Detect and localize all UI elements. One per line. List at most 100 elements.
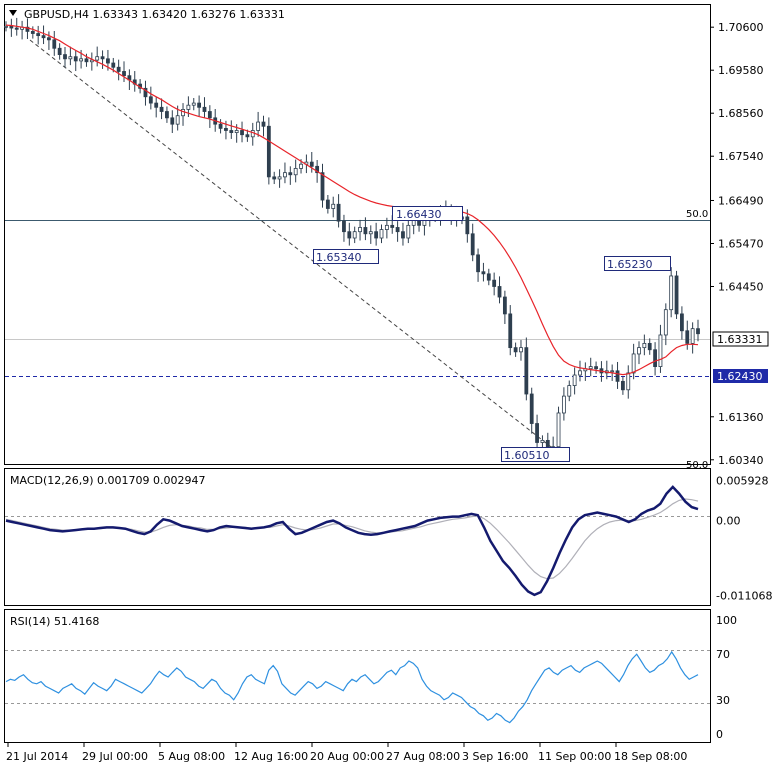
rsi-panel-frame [4,609,711,743]
price-bar [325,194,330,214]
price-bar [637,341,641,365]
price-bar [519,340,523,361]
price-bar [283,162,287,184]
support-price-tag-text: 1.62430 [717,370,763,383]
price-tick-label: 1.68560 [718,107,764,120]
price-bar [658,324,663,373]
price-tick-label: 1.65470 [718,237,764,250]
time-tick-label: 5 Aug 08:00 [158,750,225,763]
macd-main-line [5,485,699,597]
dropdown-triangle-icon[interactable] [9,10,17,16]
price-panel-frame [4,4,711,465]
macd-panel-frame [4,468,711,606]
time-tick-label: 21 Jul 2014 [6,750,68,763]
annotation-3: 1.65230 [604,256,671,271]
price-bar [476,248,480,282]
price-bar [293,159,298,183]
price-bar [358,219,362,241]
price-bar [170,110,175,134]
price-bar [567,380,572,402]
price-bar [690,322,695,354]
time-tick-label: 27 Aug 08:00 [386,750,460,763]
price-bar [374,222,379,246]
price-bar [535,414,539,451]
price-bar [277,169,282,188]
price-bar [384,217,389,239]
svg-text:1.66430: 1.66430 [396,208,442,221]
rsi-line [5,650,699,724]
price-bar [401,222,405,246]
price-bar [631,343,636,380]
price-bar [331,196,336,218]
price-bar [9,18,14,37]
time-tick-label: 3 Sep 16:00 [462,750,528,763]
svg-text:1.65230: 1.65230 [607,258,653,271]
price-bar [197,95,202,117]
svg-text:1.65340: 1.65340 [316,251,362,264]
price-bar [84,53,89,67]
price-tick-label: 1.69580 [718,64,764,77]
price-bar [663,303,668,346]
price-bar [57,43,62,60]
rsi-tick-label: 100 [716,614,737,627]
price-bar [588,357,593,377]
macd-tick-label: 0.00 [716,515,741,528]
price-bar [41,25,46,45]
price-bar [207,105,212,128]
price-tick-label: 1.67540 [718,150,764,163]
macd-header: MACD(12,26,9) 0.001709 0.002947 [10,474,206,487]
price-bar [36,25,41,45]
rsi-tick-label: 0 [716,728,723,741]
macd-tick-label: -0.011068 [716,589,772,602]
price-bar [143,80,148,106]
annotation-4: 1.60510 [501,447,570,462]
price-bar [363,217,368,241]
time-tick-label: 20 Aug 00:00 [310,750,384,763]
price-bar [540,435,545,448]
price-tick-label: 1.60340 [718,454,764,467]
fib-50-label: 50.0 [686,209,708,220]
price-bar [309,151,314,173]
price-bar [615,361,620,389]
time-axis: 21 Jul 2014 29 Jul 00:00 5 Aug 08:00 12 Aug… [6,743,687,763]
price-bar [669,267,674,318]
current-price-tag-text: 1.63331 [717,333,763,346]
price-bar [95,46,100,67]
price-bar [240,121,244,143]
price-bar [342,214,346,242]
price-bar [529,387,534,434]
price-tick-label: 1.66490 [718,194,764,207]
price-bar [578,360,582,382]
price-bar [513,342,518,357]
svg-text:1.60510: 1.60510 [504,449,550,462]
price-bar [245,129,250,142]
price-bar [352,226,357,244]
price-bar [680,306,684,340]
annotation-2: 1.65340 [313,249,379,264]
annotation-1: 1.66430 [392,206,463,221]
time-tick-label: 11 Sep 00:00 [538,750,611,763]
price-bar [266,117,271,185]
price-bar [508,305,513,356]
price-bar [486,268,491,286]
price-bar [154,96,159,118]
support-price-tag [713,369,768,383]
price-bar [497,276,502,304]
price-bar [572,367,577,395]
price-tick-label: 1.61360 [718,411,764,424]
fib-50-bottom-label: 50.0 [686,460,708,471]
price-bar [347,222,352,246]
price-bar [320,163,325,208]
price-bar [502,290,507,325]
time-tick-label: 18 Sep 08:00 [614,750,687,763]
time-tick-label: 29 Jul 00:00 [82,750,148,763]
macd-axis: 0.005928 0.00 -0.011068 [716,475,772,603]
rsi-tick-label: 70 [716,648,730,661]
price-bar [100,50,105,69]
rsi-header: RSI(14) 51.4168 [10,615,99,628]
price-bar [379,224,384,244]
price-bar [465,209,470,243]
price-bar [165,106,169,123]
price-tick-label: 1.70600 [718,21,764,34]
price-bar [653,342,657,376]
